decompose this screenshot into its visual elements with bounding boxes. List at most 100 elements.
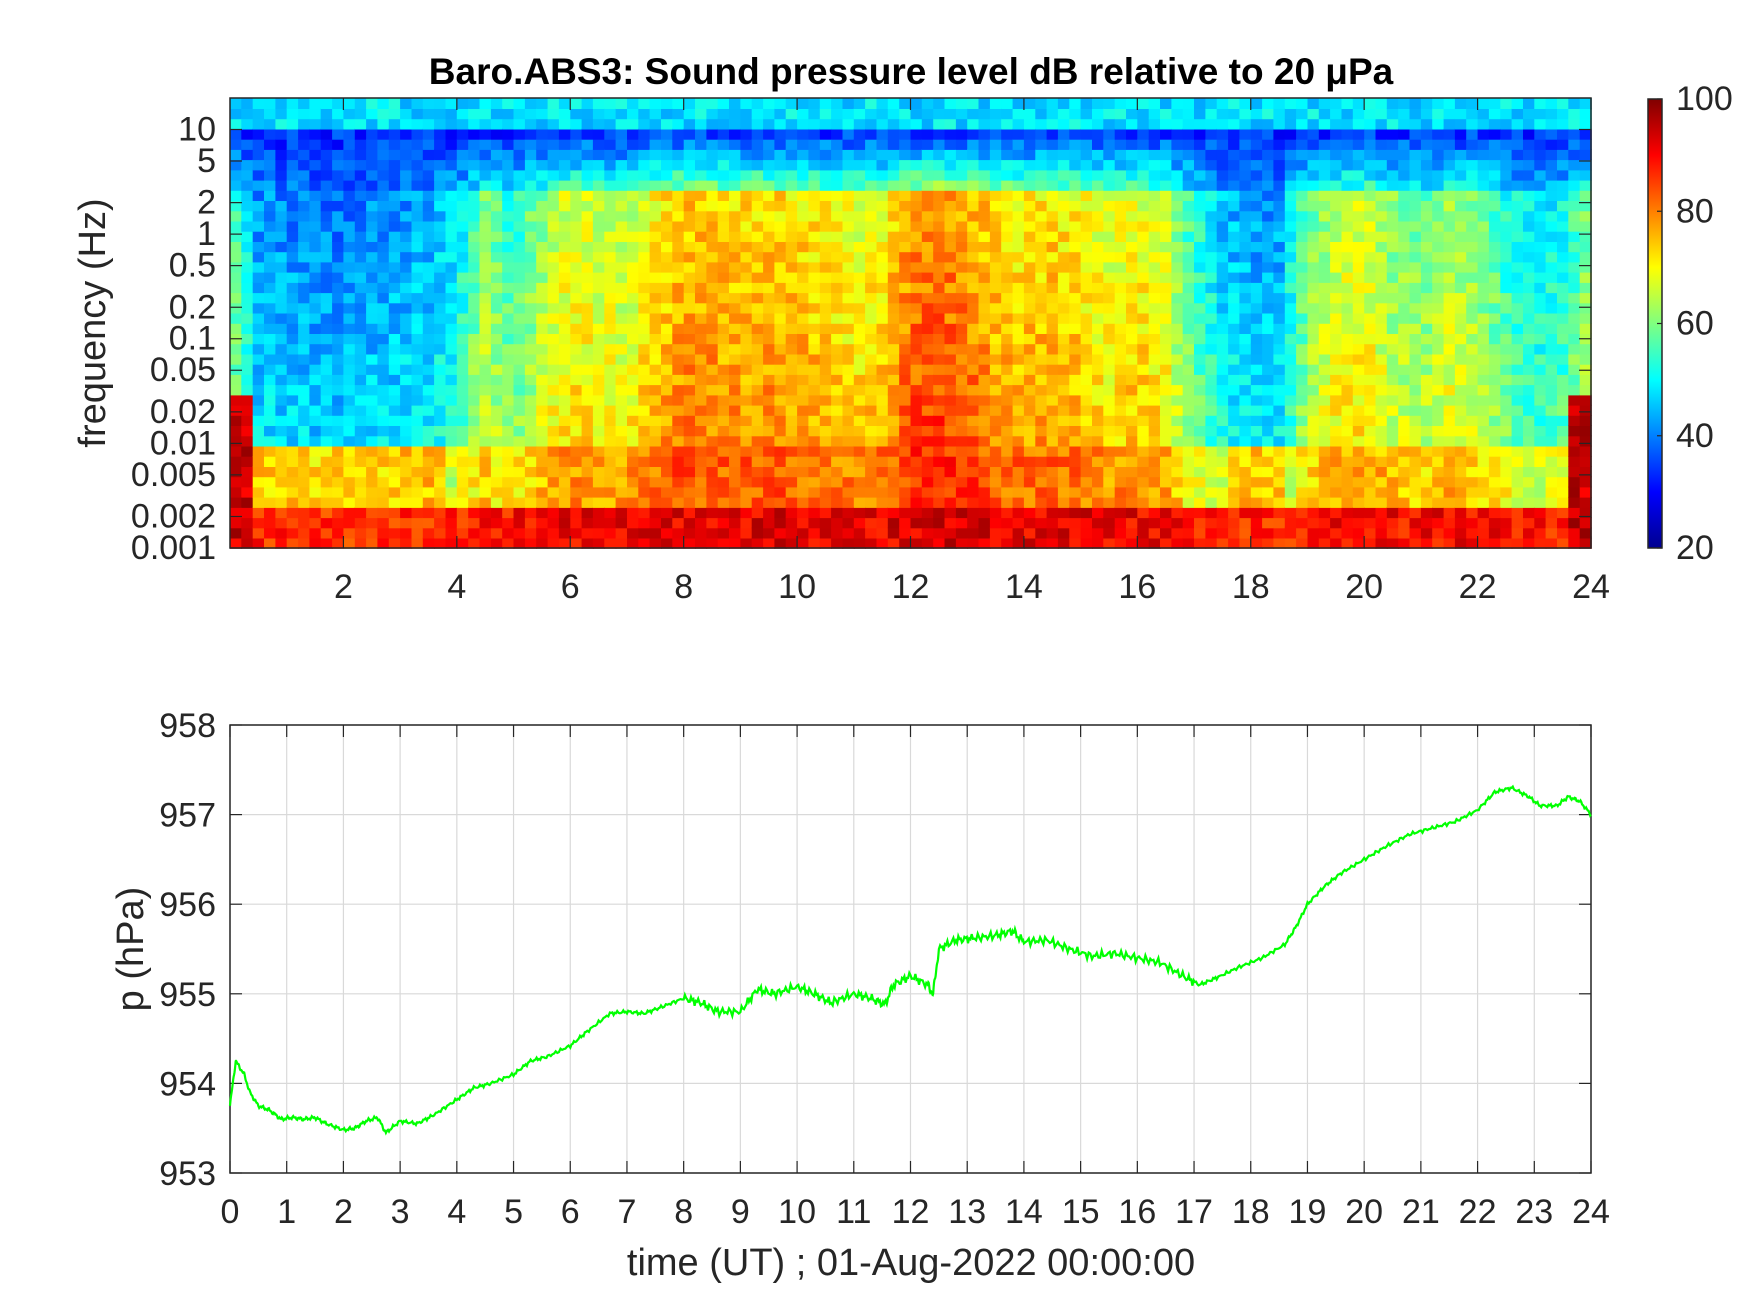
spectrogram-cell [1443, 456, 1456, 467]
spectrogram-cell [445, 404, 458, 416]
spectrogram-cell [377, 179, 390, 191]
spectrogram-cell [740, 333, 753, 345]
spectrogram-cell [434, 251, 447, 263]
spectrogram-cell [524, 159, 537, 171]
spectrogram-cell [967, 241, 980, 253]
spectrogram-cell [1103, 425, 1116, 437]
spectrogram-cell [377, 271, 390, 283]
spectrogram-cell [1114, 108, 1127, 120]
spectrogram-cell [989, 363, 1002, 375]
spectrogram-cell [1012, 200, 1025, 212]
spectrogram-cell [1023, 496, 1036, 508]
spectrogram-cell [377, 435, 390, 447]
spectrogram-cell [627, 302, 640, 314]
spectrogram-cell [1466, 415, 1479, 426]
spectrogram-cell [695, 128, 708, 140]
spectrogram-cell [717, 108, 730, 120]
spectrogram-cell [1375, 241, 1388, 253]
spectrogram-cell [774, 394, 787, 406]
spectrogram-cell [763, 456, 776, 467]
spectrogram-cell [1092, 292, 1105, 304]
spectrogram-cell [1420, 486, 1433, 498]
spectrogram-cell [1341, 394, 1354, 406]
spectrogram-cell [332, 425, 345, 437]
spectrogram-cell [1409, 149, 1422, 161]
spectrogram-cell [910, 190, 923, 201]
spectrogram-cell [661, 98, 674, 109]
spectrogram-cell [955, 415, 968, 426]
spectrogram-cell [1194, 456, 1207, 467]
spectrogram-cell [910, 231, 923, 242]
spectrogram-cell [388, 496, 401, 508]
spectrogram-cell [366, 108, 379, 120]
spectrogram-cell [1182, 517, 1195, 529]
spectrogram-cell [1239, 353, 1252, 365]
spectrogram-cell [615, 456, 628, 467]
spectrogram-cell [808, 241, 821, 253]
spectrogram-cell [1500, 149, 1513, 161]
spectrogram-cell [490, 169, 503, 181]
spectrogram-cell [729, 343, 742, 355]
spectrogram-cell [865, 292, 878, 304]
spectrogram-cell [1250, 517, 1263, 529]
spectrogram-cell [1341, 507, 1354, 519]
spectrogram-cell [989, 476, 1002, 488]
spectrogram-cell [286, 517, 299, 529]
spectrogram-cell [978, 415, 991, 426]
spectrogram-cell [1284, 517, 1297, 529]
spectrogram-cell [1171, 282, 1184, 294]
spectrogram-cell [400, 302, 413, 314]
spectrogram-cell [1466, 404, 1479, 416]
spectrogram-cell [615, 108, 628, 120]
spectrogram-cell [672, 220, 685, 232]
spectrogram-cell [490, 312, 503, 324]
spectrogram-cell [1352, 312, 1365, 324]
spectrogram-cell [842, 231, 855, 242]
spectrogram-cell [921, 200, 934, 212]
spectrogram-cell [638, 425, 651, 437]
spectrogram-cell [808, 108, 821, 120]
spectrogram-cell [343, 456, 356, 467]
spectrogram-cell [1126, 425, 1139, 437]
spectrogram-cell [434, 190, 447, 201]
spectrogram-cell [309, 292, 322, 304]
spectrogram-cell [1454, 456, 1467, 467]
spectrogram-cell [558, 476, 571, 488]
spectrogram-cell [1012, 537, 1025, 549]
spectrogram-cell [706, 231, 719, 242]
spectrogram-cell [1352, 363, 1365, 375]
spectrogram-cell [1160, 415, 1173, 426]
spectrogram-cell [865, 486, 878, 498]
spectrogram-cell [1205, 128, 1218, 140]
spectrogram-cell [910, 241, 923, 253]
spectrogram-cell [604, 302, 617, 314]
spectrogram-cell [320, 190, 333, 201]
spectrogram-cell [627, 149, 640, 161]
spectrogram-cell [1228, 527, 1241, 539]
spectrogram-cell [683, 128, 696, 140]
spectrogram-cell [978, 138, 991, 150]
spectrogram-cell [706, 476, 719, 488]
spectrogram-cell [661, 138, 674, 150]
spectrogram-cell [819, 159, 832, 171]
spectrogram-cell [1035, 292, 1048, 304]
spectrogram-cell [445, 486, 458, 498]
spectrogram-cell [1205, 384, 1218, 396]
spectrogram-cell [230, 210, 243, 222]
spectrogram-cell [468, 445, 481, 457]
spectrogram-cell [1012, 323, 1025, 334]
spectrogram-cell [264, 445, 277, 457]
spectrogram-cell [1341, 108, 1354, 120]
spectrogram-cell [264, 292, 277, 304]
spectrogram-cell [967, 98, 980, 109]
spectrogram-cell [1466, 486, 1479, 498]
spectrogram-cell [1284, 384, 1297, 396]
spectrogram-cell [411, 384, 424, 396]
spectrogram-cell [989, 302, 1002, 314]
spectrogram-cell [1057, 261, 1070, 273]
spectrogram-cell [785, 343, 798, 355]
spectrogram-cell [627, 353, 640, 365]
spectrogram-cell [955, 271, 968, 283]
spectrogram-cell [1273, 384, 1286, 396]
spectrogram-cell [377, 363, 390, 375]
